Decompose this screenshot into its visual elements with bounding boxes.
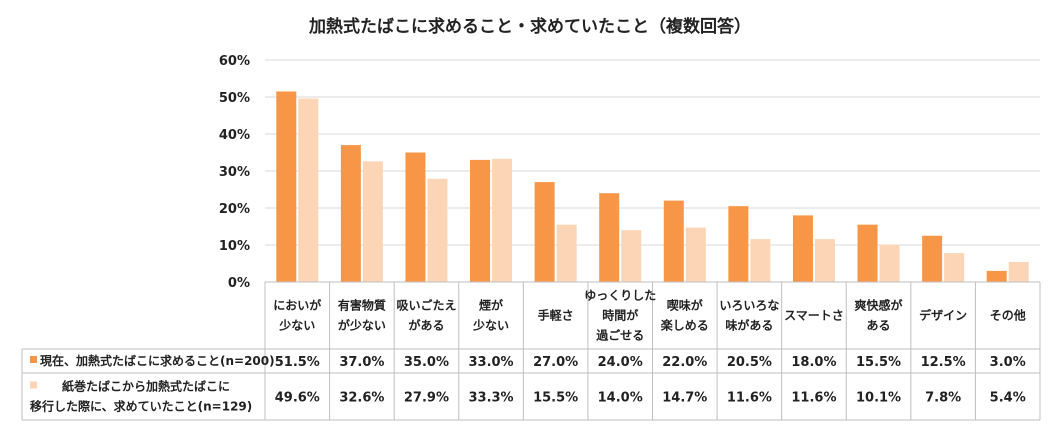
legend-marker-series-2 (30, 381, 37, 389)
bar-series-1 (470, 159, 491, 282)
x-tick-label: ある (867, 319, 891, 333)
bar-series-2 (879, 244, 900, 282)
legend-marker-series-1 (30, 356, 37, 363)
x-tick-label: 煙が (479, 298, 503, 313)
data-label-series-1: 3.0% (990, 355, 1026, 370)
y-tick-label: 20% (219, 202, 250, 217)
x-tick-label: ゆっくりした (584, 289, 656, 303)
bar-series-1 (276, 91, 297, 282)
x-tick-label: デザイン (919, 308, 967, 323)
bar-series-2 (362, 161, 383, 282)
bar-series-1 (986, 270, 1007, 282)
data-label-series-1: 27.0% (533, 355, 578, 370)
data-label-series-1: 35.0% (404, 355, 449, 370)
x-tick-label: いろいろな (719, 299, 779, 313)
y-tick-label: 0% (228, 276, 250, 291)
x-tick-label: 少ない (278, 318, 315, 333)
data-label-series-1: 18.0% (791, 355, 836, 370)
data-label-series-1: 33.0% (468, 355, 513, 370)
bar-series-2 (1008, 262, 1029, 282)
y-tick-label: 30% (219, 165, 250, 180)
bar-series-2 (492, 158, 513, 282)
x-tick-label: 楽しめる (661, 318, 709, 333)
y-tick-label: 60% (219, 54, 250, 69)
bar-series-1 (792, 215, 813, 282)
x-tick-label: 喫味が (667, 298, 703, 313)
bar-series-2 (621, 230, 642, 282)
bar-series-1 (534, 182, 555, 282)
bar-series-2 (556, 224, 577, 282)
y-axis: 0% 10% 20% 30% 40% 50% 60% (219, 54, 250, 291)
bar-series-1 (728, 206, 749, 282)
x-tick-label: においが (273, 298, 321, 313)
data-label-series-2: 49.6% (275, 391, 320, 406)
data-label-series-2: 14.7% (662, 391, 707, 406)
data-label-series-1: 15.5% (856, 355, 901, 370)
data-label-series-2: 27.9% (404, 391, 449, 406)
bar-series-2 (685, 227, 706, 282)
x-tick-label: 爽快感が (855, 298, 903, 313)
y-tick-label: 10% (219, 239, 250, 254)
legend-label-series-2: 紙巻たばこから加熱式たばこに (62, 379, 230, 394)
bar-series-2 (298, 98, 319, 282)
bar-series-1 (340, 145, 361, 282)
x-tick-label: 有害物質 (338, 298, 386, 313)
data-label-series-2: 10.1% (856, 391, 901, 406)
y-tick-label: 40% (219, 128, 250, 143)
data-label-series-1: 51.5% (275, 355, 320, 370)
x-tick-label: その他 (990, 308, 1026, 323)
data-label-series-2: 11.6% (791, 391, 836, 406)
x-tick-label: が少ない (338, 318, 386, 333)
data-label-series-1: 22.0% (662, 355, 707, 370)
x-tick-label: 吸いごたえ (396, 298, 456, 313)
bar-series-1 (922, 235, 943, 282)
y-tick-label: 50% (219, 91, 250, 106)
bar-series-1 (599, 193, 620, 282)
x-tick-label: 少ない (472, 318, 509, 333)
bar-series-2 (427, 178, 448, 282)
x-tick-label: 手軽さ (538, 308, 574, 323)
data-label-series-2: 5.4% (990, 391, 1026, 406)
bar-series-2 (750, 239, 771, 282)
chart-title: 加熱式たばこに求めること・求めていたこと（複数回答） (308, 16, 751, 37)
data-label-series-2: 33.3% (468, 391, 513, 406)
data-label-series-2: 14.0% (598, 391, 643, 406)
legend-label-series-2: 移行した際に、求めていたこと(n=129) (30, 399, 252, 414)
bar-series-1 (405, 152, 426, 282)
legend-label-series-1: 現在、加熱式たばこに求めること(n=200) (40, 353, 275, 368)
bar-series-2 (944, 253, 965, 282)
data-label-series-1: 12.5% (921, 355, 966, 370)
bars (276, 91, 1029, 282)
data-label-series-2: 11.6% (727, 391, 772, 406)
x-tick-label: 過ごせる (595, 328, 644, 343)
x-tick-label: スマートさ (784, 309, 844, 323)
gridlines (265, 59, 1040, 246)
bar-series-2 (814, 239, 835, 282)
data-label-series-1: 37.0% (339, 355, 384, 370)
x-tick-label: 時間が (602, 308, 638, 323)
data-label-series-2: 32.6% (339, 391, 384, 406)
data-label-series-1: 20.5% (727, 355, 772, 370)
x-tick-label: 味がある (725, 318, 773, 333)
data-label-series-2: 15.5% (533, 391, 578, 406)
bar-series-1 (857, 224, 878, 282)
data-label-series-1: 24.0% (598, 355, 643, 370)
data-label-series-2: 7.8% (925, 391, 961, 406)
x-tick-label: がある (408, 318, 444, 333)
bar-series-1 (663, 200, 684, 282)
